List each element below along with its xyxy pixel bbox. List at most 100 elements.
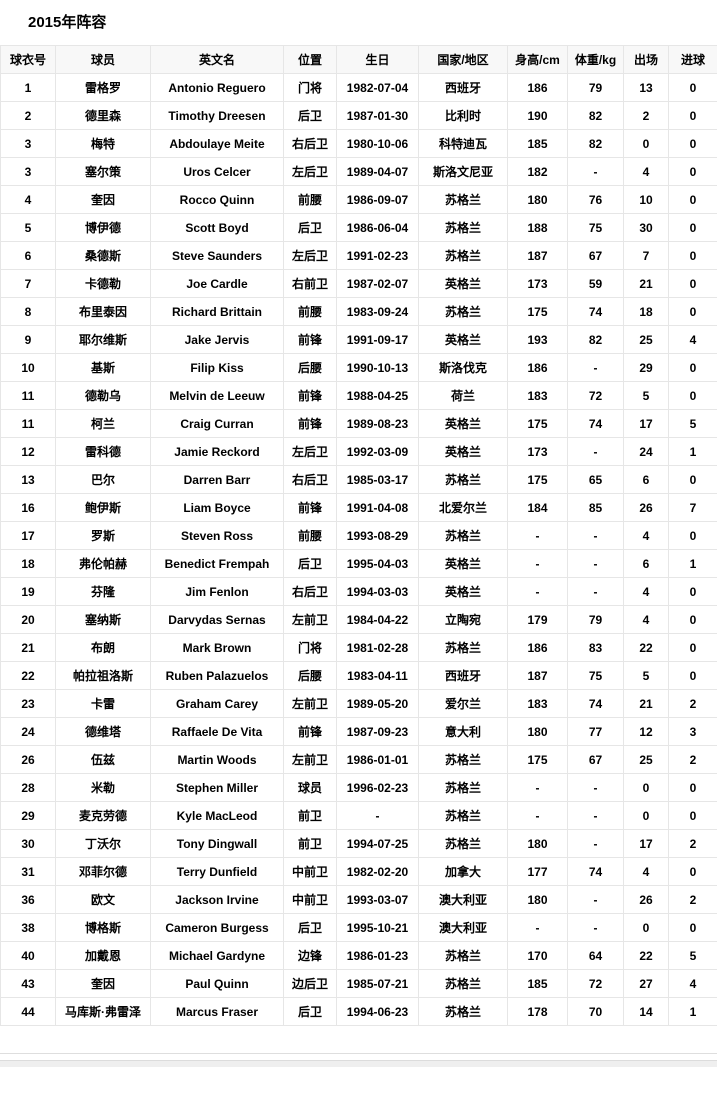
table-cell: 1989-05-20 [336, 689, 419, 718]
table-cell: 博格斯 [55, 913, 151, 942]
table-cell: Ruben Palazuelos [150, 661, 284, 690]
table-cell: 1993-03-07 [336, 885, 419, 914]
table-cell: 11 [0, 381, 56, 410]
table-cell: 苏格兰 [418, 941, 508, 970]
squad-table-body: 1 雷格罗 Antonio Reguero 门将 1982-07-04 西班牙 186 79 1… [0, 73, 717, 1026]
table-cell: 边锋 [283, 941, 337, 970]
table-cell: 英格兰 [418, 437, 508, 466]
table-cell: - [567, 577, 624, 606]
table-row: 16 鲍伊斯 Liam Boyce 前锋 1991-04-08 北爱尔兰 184 85 26 7 [0, 493, 717, 522]
table-cell: 西班牙 [418, 73, 508, 102]
table-cell: Graham Carey [150, 689, 284, 718]
table-cell: 弗伦帕赫 [55, 549, 151, 578]
table-cell: 奎因 [55, 969, 151, 998]
table-cell: Martin Woods [150, 745, 284, 774]
table-cell: 0 [668, 213, 717, 242]
table-row: 11 德勒乌 Melvin de Leeuw 前锋 1988-04-25 荷兰 183 72 5… [0, 381, 717, 410]
table-cell: 22 [0, 661, 56, 690]
table-cell: 85 [567, 493, 624, 522]
table-cell: 前腰 [283, 297, 337, 326]
table-cell: 荷兰 [418, 381, 508, 410]
table-cell: 2 [0, 101, 56, 130]
table-row: 40 加戴恩 Michael Gardyne 边锋 1986-01-23 苏格兰 170 64… [0, 941, 717, 970]
table-cell: 1991-02-23 [336, 241, 419, 270]
table-cell: Richard Brittain [150, 297, 284, 326]
table-cell: 186 [507, 73, 568, 102]
table-cell: 7 [668, 493, 717, 522]
table-cell: 193 [507, 325, 568, 354]
table-cell: 175 [507, 409, 568, 438]
table-cell: 布里泰因 [55, 297, 151, 326]
table-cell: 1984-04-22 [336, 605, 419, 634]
table-cell: 1985-03-17 [336, 465, 419, 494]
table-cell: 伍兹 [55, 745, 151, 774]
table-cell: 0 [623, 773, 669, 802]
table-cell: Filip Kiss [150, 353, 284, 382]
table-cell: 1994-03-03 [336, 577, 419, 606]
table-cell: 前锋 [283, 717, 337, 746]
table-cell: 1 [668, 997, 717, 1026]
table-cell: Kyle MacLeod [150, 801, 284, 830]
table-cell: Timothy Dreesen [150, 101, 284, 130]
table-cell: 中前卫 [283, 885, 337, 914]
table-row: 12 雷科德 Jamie Reckord 左后卫 1992-03-09 英格兰 173-24… [0, 437, 717, 466]
table-cell: 67 [567, 745, 624, 774]
table-cell: 0 [668, 633, 717, 662]
table-cell: 基斯 [55, 353, 151, 382]
table-cell: Tony Dingwall [150, 829, 284, 858]
table-cell: 1986-09-07 [336, 185, 419, 214]
table-cell: 前锋 [283, 409, 337, 438]
page-title: 2015年阵容 [28, 14, 107, 31]
table-cell: 左后卫 [283, 437, 337, 466]
table-cell: 3 [0, 157, 56, 186]
table-cell: - [567, 801, 624, 830]
table-cell: 18 [623, 297, 669, 326]
table-cell: 右后卫 [283, 465, 337, 494]
table-cell: 0 [668, 773, 717, 802]
table-cell: 1988-04-25 [336, 381, 419, 410]
table-cell: 耶尔维斯 [55, 325, 151, 354]
table-cell: 180 [507, 885, 568, 914]
table-cell: 1993-08-29 [336, 521, 419, 550]
table-cell: Antonio Reguero [150, 73, 284, 102]
table-cell: 5 [668, 941, 717, 970]
table-cell: 31 [0, 857, 56, 886]
table-cell: 1986-01-01 [336, 745, 419, 774]
table-cell: 10 [0, 353, 56, 382]
table-row: 29 麦克劳德 Kyle MacLeod 前卫 - 苏格兰 - -0 0 [0, 801, 717, 830]
table-cell: 爱尔兰 [418, 689, 508, 718]
table-cell: 中前卫 [283, 857, 337, 886]
table-cell: 9 [0, 325, 56, 354]
table-row: 22 帕拉祖洛斯 Ruben Palazuelos 后腰 1983-04-11 西班牙 18… [0, 661, 717, 690]
table-cell: 36 [0, 885, 56, 914]
table-cell: 英格兰 [418, 577, 508, 606]
table-row: 44 马库斯·弗雷泽 Marcus Fraser 后卫 1994-06-23 苏格兰 178… [0, 997, 717, 1026]
table-cell: 2 [668, 745, 717, 774]
table-cell: 12 [623, 717, 669, 746]
table-cell: - [567, 157, 624, 186]
table-cell: - [567, 829, 624, 858]
table-cell: Uros Celcer [150, 157, 284, 186]
table-cell: Terry Dunfield [150, 857, 284, 886]
table-cell: 185 [507, 129, 568, 158]
table-cell: 后卫 [283, 997, 337, 1026]
table-row: 4 奎因 Rocco Quinn 前腰 1986-09-07 苏格兰 180 76 10 0 [0, 185, 717, 214]
table-cell: 30 [623, 213, 669, 242]
table-cell: - [567, 353, 624, 382]
table-cell: 186 [507, 353, 568, 382]
table-cell: 43 [0, 969, 56, 998]
table-cell: 0 [668, 465, 717, 494]
table-cell: 177 [507, 857, 568, 886]
table-cell: 180 [507, 829, 568, 858]
table-cell: 前腰 [283, 521, 337, 550]
table-cell: 卡雷 [55, 689, 151, 718]
table-cell: 苏格兰 [418, 997, 508, 1026]
table-cell: 1989-08-23 [336, 409, 419, 438]
table-cell: 77 [567, 717, 624, 746]
table-cell: - [507, 913, 568, 942]
table-cell: 21 [623, 689, 669, 718]
table-cell: 187 [507, 661, 568, 690]
table-cell: 左前卫 [283, 745, 337, 774]
table-cell: - [567, 437, 624, 466]
table-cell: 26 [0, 745, 56, 774]
